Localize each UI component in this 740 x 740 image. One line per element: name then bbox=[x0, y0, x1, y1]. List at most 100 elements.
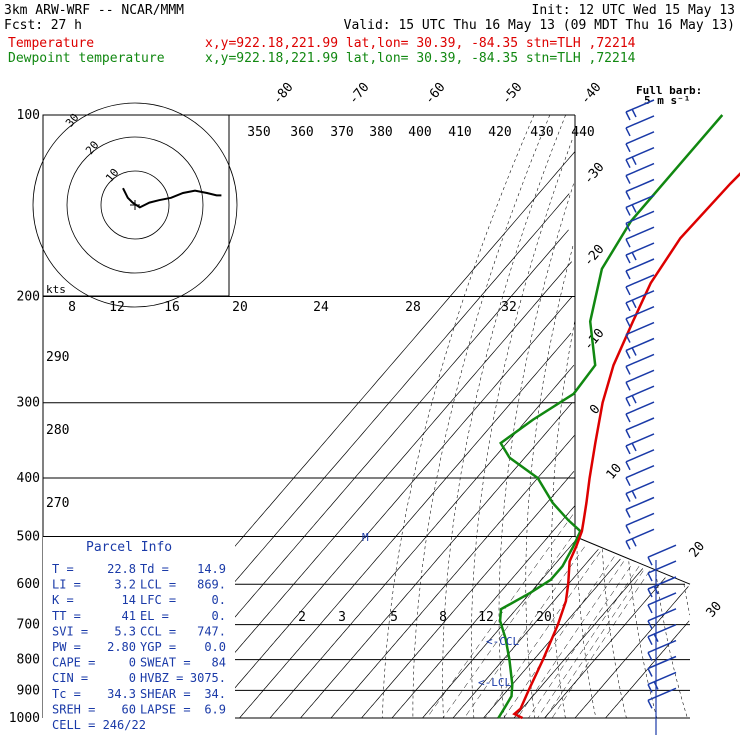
parcel-value: K = bbox=[52, 593, 74, 607]
wind-barb bbox=[625, 417, 655, 439]
mixing-ratio-upper-label: 28 bbox=[405, 300, 421, 315]
parcel-value: 41 bbox=[122, 609, 136, 623]
barb-legend-line1: Full barb: bbox=[636, 84, 702, 97]
temperature-location: x,y=922.18,221.99 lat,lon= 30.39, -84.35… bbox=[205, 36, 636, 51]
hodograph-ring bbox=[32, 102, 238, 308]
hodograph-trace bbox=[122, 187, 222, 209]
isotherm bbox=[391, 505, 575, 719]
parcel-value: PW = bbox=[52, 640, 81, 654]
dry-adiabat bbox=[551, 321, 575, 719]
hodograph-units: kts bbox=[46, 283, 66, 296]
dry-adiabat bbox=[683, 584, 691, 616]
parcel-value: 5.3 bbox=[114, 624, 136, 638]
wind-barb bbox=[625, 306, 655, 328]
pressure-labels: 100 200 300 400 500 600 700 800 900 1000 bbox=[9, 108, 40, 726]
level-mark: M bbox=[362, 531, 369, 544]
theta-label: 430 bbox=[530, 125, 553, 140]
parcel-value: 84 bbox=[212, 656, 226, 670]
wind-barb bbox=[625, 242, 655, 264]
dewpoint-legend: Dewpoint temperature bbox=[8, 51, 165, 66]
wind-barb bbox=[625, 528, 655, 550]
wind-barb bbox=[625, 401, 655, 423]
ccl-marker: <-CCL bbox=[486, 635, 519, 648]
mixing-ratio-upper-label: 20 bbox=[232, 300, 248, 315]
theta-label: 400 bbox=[408, 125, 431, 140]
theta-label: 360 bbox=[290, 125, 313, 140]
pressure-tick-label: 500 bbox=[17, 529, 40, 544]
wind-barb bbox=[625, 512, 655, 534]
mixing-ratio-line bbox=[545, 570, 644, 719]
parcel-value: 747. bbox=[197, 624, 226, 638]
mixing-ratio-lower-label: 12 bbox=[478, 610, 494, 625]
isotherm bbox=[605, 620, 690, 719]
forecast-hour: 27 h bbox=[51, 18, 82, 33]
wind-barb bbox=[625, 274, 655, 296]
pressure-tick-label: 600 bbox=[17, 577, 40, 592]
dewpoint-location: x,y=922.18,221.99 lat,lon= 30.39, -84.35… bbox=[205, 51, 636, 66]
mixing-ratio-line bbox=[551, 570, 650, 719]
isotherm bbox=[239, 332, 572, 719]
model-title: 3km ARW-WRF -- NCAR/MMM bbox=[4, 3, 184, 18]
theta-label: 410 bbox=[448, 125, 471, 140]
parcel-value: CIN = bbox=[52, 671, 88, 685]
parcel-value: YGP = bbox=[140, 640, 176, 654]
parcel-value: Tc = bbox=[52, 687, 81, 701]
parcel-value: CCL = bbox=[140, 624, 176, 638]
valid-time: Valid: 15 UTC Thu 16 May 13 (09 MDT Thu … bbox=[344, 18, 735, 33]
wind-barb bbox=[647, 560, 677, 582]
dewpoint-profile bbox=[497, 114, 724, 719]
isotherm bbox=[300, 402, 573, 719]
wind-barb bbox=[625, 369, 655, 391]
parcel-value: 34. bbox=[204, 687, 226, 701]
pressure-tick-label: 200 bbox=[17, 290, 40, 305]
parcel-value: 22.8 bbox=[107, 562, 136, 576]
parcel-value: 3075. bbox=[190, 671, 226, 685]
parcel-value: LCL = bbox=[140, 578, 176, 592]
dry-adiabat bbox=[628, 561, 658, 719]
pressure-tick-label: 100 bbox=[17, 108, 40, 123]
mixing-ratio-line bbox=[503, 556, 615, 719]
mixing-ratio-lower-label: 20 bbox=[536, 610, 552, 625]
wind-barb bbox=[647, 655, 677, 677]
theta-label: 370 bbox=[330, 125, 353, 140]
mixing-ratio-lower-label: 8 bbox=[439, 610, 447, 625]
parcel-value: LAPSE = bbox=[140, 702, 191, 716]
mixing-ratio-lower-label: 5 bbox=[390, 610, 398, 625]
dry-adiabat bbox=[498, 183, 574, 719]
hodograph-ring bbox=[100, 170, 170, 240]
parcel-value: 2.80 bbox=[107, 640, 136, 654]
mixing-ratio-labels: 8 12 16 20 24 28 32 2 3 5 8 12 20 bbox=[68, 300, 552, 625]
parcel-value: SREH = bbox=[52, 702, 95, 716]
theta-label: 380 bbox=[369, 125, 392, 140]
mixing-ratio-line bbox=[517, 561, 624, 719]
parcel-info-title: Parcel Info bbox=[86, 540, 172, 555]
mixing-ratio-upper-label: 8 bbox=[68, 300, 76, 315]
wind-barb bbox=[647, 687, 677, 709]
parcel-value: 0.0 bbox=[204, 640, 226, 654]
isotherm bbox=[544, 577, 666, 719]
barb-legend-line2: 5 m s⁻¹ bbox=[644, 94, 690, 107]
dry-adiabat bbox=[576, 539, 597, 719]
parcel-value: 6.9 bbox=[204, 702, 226, 716]
parcel-value: 0 bbox=[129, 656, 136, 670]
parcel-value: 14.9 bbox=[197, 562, 226, 576]
parcel-info-box: Parcel Info T = 22.8 Td = 14.9 LI = 3.2 LCL = 8… bbox=[43, 537, 235, 732]
wind-barb bbox=[625, 99, 655, 121]
mixing-ratio-upper-label: 16 bbox=[164, 300, 180, 315]
theta-label: 350 bbox=[247, 125, 270, 140]
init-time: Init: 12 UTC Wed 15 May 13 bbox=[532, 3, 736, 18]
pressure-tick-label: 700 bbox=[17, 618, 40, 633]
parcel-value: EL = bbox=[140, 609, 169, 623]
mixing-ratio-line bbox=[537, 566, 640, 719]
mixing-ratio-upper-label: 12 bbox=[109, 300, 125, 315]
theta-side-label: 290 bbox=[46, 350, 69, 365]
wind-barb bbox=[625, 433, 655, 455]
theta-labels: 350 360 370 380 400 410 420 430 440 290 280 270 bbox=[46, 125, 595, 511]
dry-adiabat bbox=[382, 114, 535, 718]
parcel-value: 0. bbox=[212, 593, 226, 607]
wind-barb bbox=[625, 449, 655, 471]
mixing-ratio-line bbox=[442, 536, 573, 719]
wind-barb bbox=[625, 496, 655, 518]
temperature-profile bbox=[512, 172, 740, 720]
wind-barb bbox=[625, 147, 655, 169]
